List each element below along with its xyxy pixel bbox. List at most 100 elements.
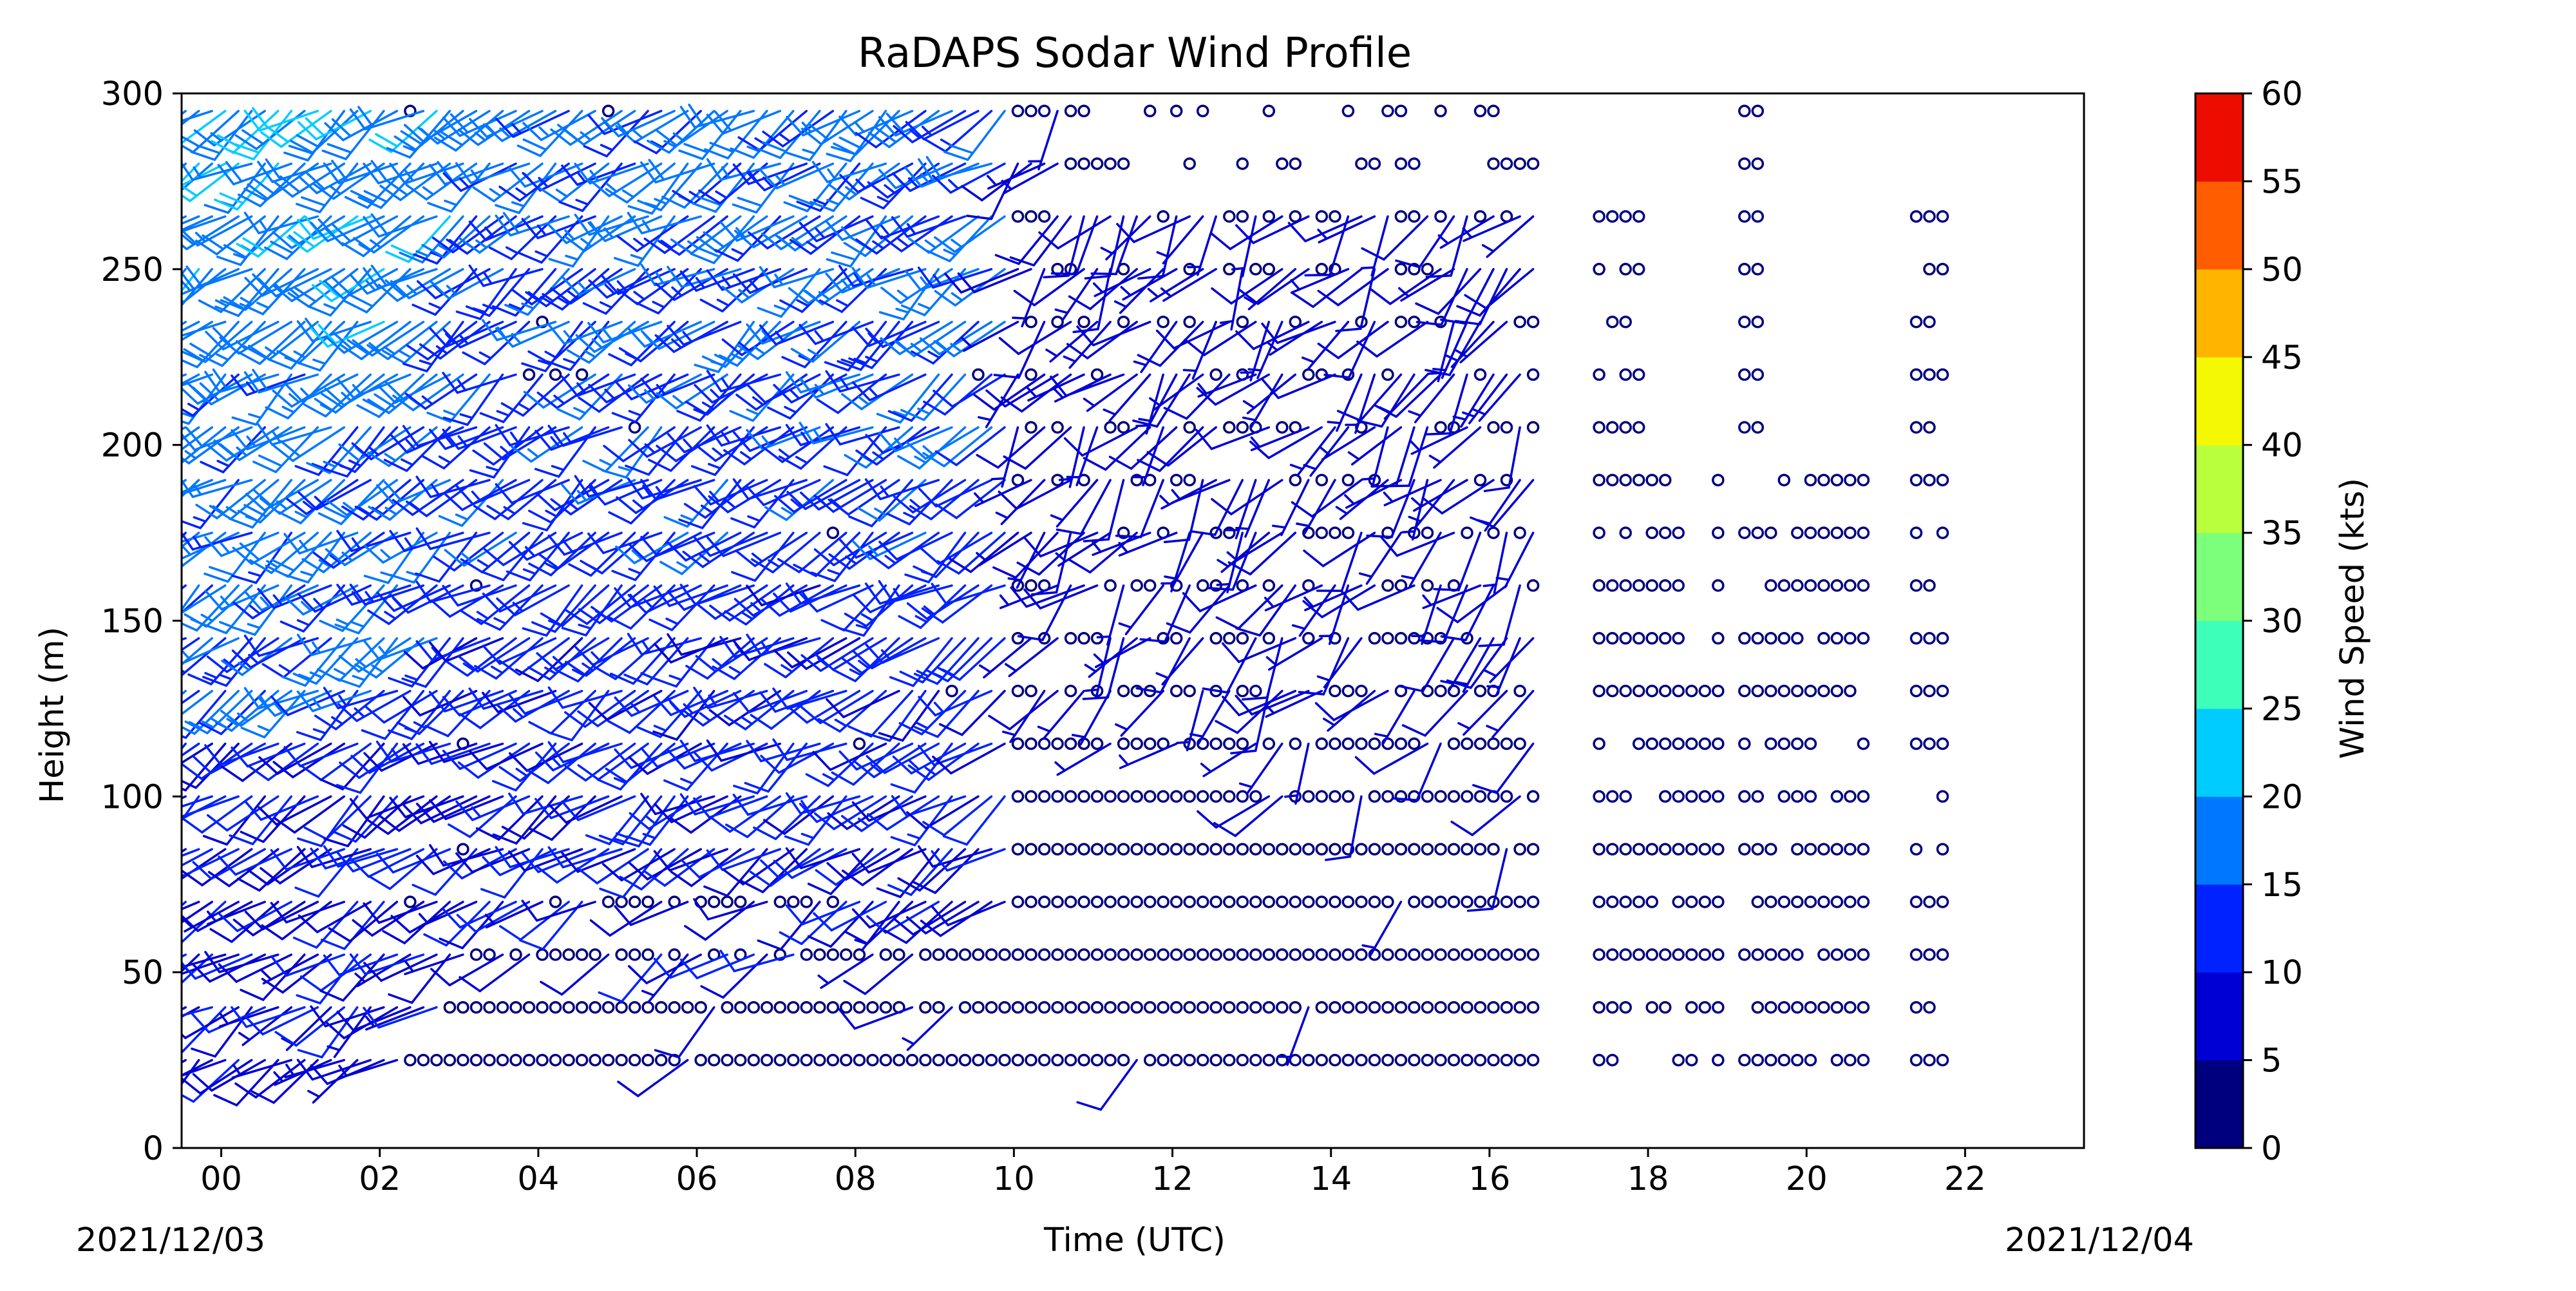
calm-marker [1383,633,1393,644]
calm-marker [1673,791,1683,801]
calm-marker [603,897,614,907]
calm-marker [1462,739,1472,749]
calm-marker [987,950,997,960]
calm-marker [1449,950,1459,960]
calm-marker [1647,844,1657,854]
calm-marker [1264,844,1274,854]
calm-marker [1224,897,1235,907]
calm-marker [1475,106,1486,116]
calm-marker [1620,264,1631,274]
calm-marker [1752,1002,1763,1013]
calm-marker [1713,739,1723,749]
calm-marker [1475,897,1486,907]
calm-marker [1316,791,1327,801]
calm-marker [1502,739,1512,749]
y-tick-label: 250 [101,251,164,289]
calm-marker [1026,950,1036,960]
calm-marker [1079,633,1089,644]
calm-marker [1647,739,1657,749]
calm-marker [1449,897,1459,907]
calm-marker [1264,950,1274,960]
calm-marker [1739,1055,1750,1066]
calm-marker [709,897,719,907]
calm-marker [1620,211,1631,222]
calm-marker [1369,1055,1379,1066]
calm-marker [1779,1055,1789,1066]
calm-marker [1026,739,1036,749]
calm-marker [1634,475,1644,485]
calm-marker [1515,739,1525,749]
calm-marker [1779,475,1789,485]
calm-marker [1515,1002,1525,1013]
calm-marker [1171,106,1182,116]
calm-marker [1792,528,1803,538]
calm-marker [1171,844,1182,854]
calm-marker [1369,633,1379,644]
x-tick-label: 16 [1468,1160,1510,1198]
calm-marker [1145,1002,1155,1013]
calm-marker [551,1002,561,1013]
calm-marker [1435,897,1446,907]
calm-marker [1858,580,1868,591]
calm-marker [1184,950,1195,960]
calm-marker [762,1055,772,1066]
calm-marker [1687,686,1697,696]
calm-marker [1819,633,1829,644]
calm-marker [1277,844,1287,854]
calm-marker [564,950,574,960]
calm-marker [1607,844,1618,854]
calm-marker [1594,844,1604,854]
calm-marker [1911,475,1922,485]
calm-marker [1502,897,1512,907]
calm-marker [1607,317,1618,327]
calm-marker [1330,686,1340,696]
calm-marker [524,1002,535,1013]
calm-marker [1938,370,1948,380]
calm-marker [1211,950,1221,960]
calm-marker [1237,844,1247,854]
colorbar-tick-label: 35 [2261,515,2303,553]
calm-marker [1343,950,1353,960]
calm-marker [1066,1002,1076,1013]
calm-marker [1264,633,1274,644]
calm-marker [1409,950,1419,960]
calm-marker [841,950,851,960]
calm-marker [1184,1002,1195,1013]
calm-marker [1911,633,1922,644]
calm-marker [1607,686,1618,696]
calm-marker [1528,1002,1539,1013]
calm-marker [1237,633,1247,644]
calm-marker [788,897,799,907]
calm-marker [828,950,838,960]
calm-marker [1845,475,1855,485]
calm-marker [1766,1055,1776,1066]
calm-marker [1673,580,1683,591]
calm-marker [484,950,495,960]
calm-marker [1026,1055,1036,1066]
calm-marker [1237,317,1247,327]
calm-marker [1052,950,1063,960]
x-tick-label: 20 [1786,1160,1828,1198]
calm-marker [1423,580,1433,591]
calm-marker [1211,897,1221,907]
calm-marker [1343,791,1353,801]
wind-barb [118,902,185,942]
calm-marker [1805,791,1815,801]
colorbar-tick-label: 20 [2261,778,2303,816]
calm-marker [1356,1002,1367,1013]
calm-marker [1924,1055,1935,1066]
calm-marker [1832,1055,1842,1066]
calm-marker [1488,528,1499,538]
calm-marker [1211,633,1221,644]
calm-marker [1792,686,1803,696]
calm-marker [1435,211,1446,222]
calm-marker [1052,1055,1063,1066]
calm-marker [1237,1055,1247,1066]
calm-marker [1528,422,1539,432]
calm-marker [1184,897,1195,907]
calm-marker [933,950,943,960]
wind-barb [113,638,185,657]
calm-marker [1013,106,1023,116]
calm-marker [1620,317,1631,327]
calm-marker [709,1055,719,1066]
